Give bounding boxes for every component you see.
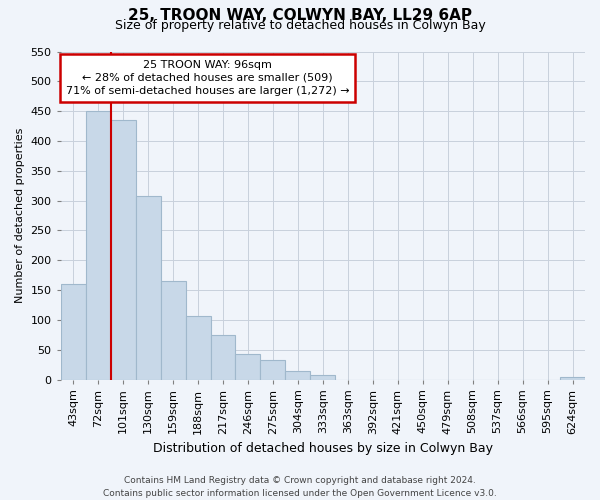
Text: Contains HM Land Registry data © Crown copyright and database right 2024.
Contai: Contains HM Land Registry data © Crown c… (103, 476, 497, 498)
Bar (310, 374, 335, 380)
Bar (211, 336, 235, 380)
Bar (286, 370, 310, 380)
Bar (136, 196, 161, 380)
Bar (110, 120, 136, 380)
Bar (260, 360, 286, 380)
Bar (86, 111, 110, 380)
Bar (61, 284, 86, 380)
Y-axis label: Number of detached properties: Number of detached properties (15, 128, 25, 303)
Bar (560, 377, 585, 380)
Text: 25 TROON WAY: 96sqm
← 28% of detached houses are smaller (509)
71% of semi-detac: 25 TROON WAY: 96sqm ← 28% of detached ho… (65, 60, 349, 96)
Bar (185, 316, 211, 380)
Bar (235, 354, 260, 380)
Text: 25, TROON WAY, COLWYN BAY, LL29 6AP: 25, TROON WAY, COLWYN BAY, LL29 6AP (128, 8, 472, 22)
Text: Size of property relative to detached houses in Colwyn Bay: Size of property relative to detached ho… (115, 19, 485, 32)
Bar (161, 281, 185, 380)
X-axis label: Distribution of detached houses by size in Colwyn Bay: Distribution of detached houses by size … (153, 442, 493, 455)
